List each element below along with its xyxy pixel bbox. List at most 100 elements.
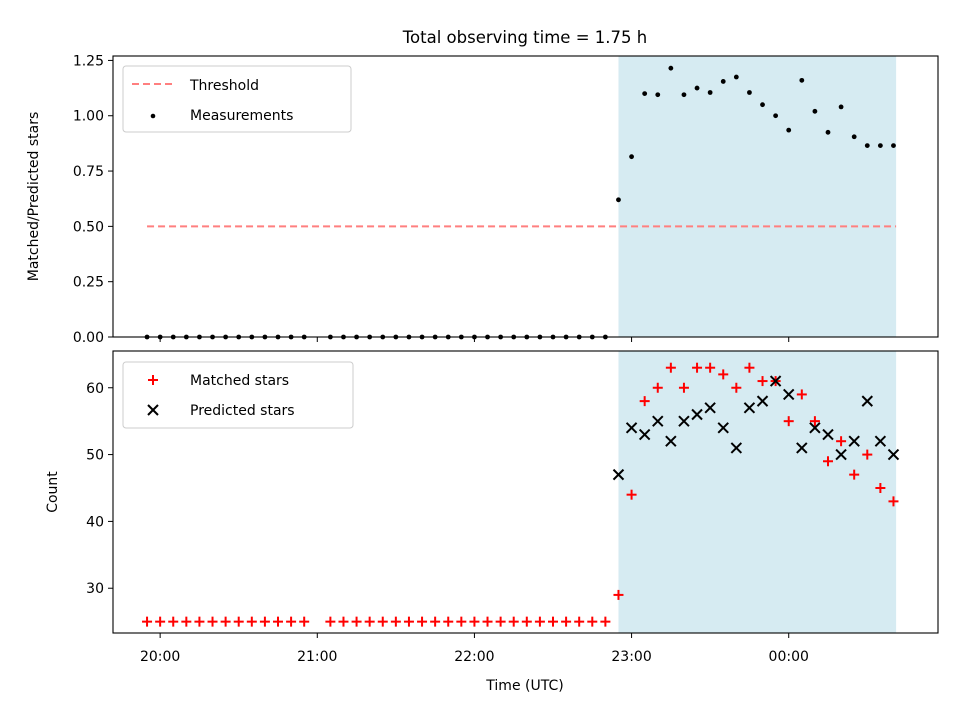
bottom-y-tick-label: 60 (86, 381, 104, 397)
top-y-tick-label: 0.75 (73, 164, 104, 180)
predicted-star-point (625, 422, 638, 434)
legend-matched-label: Matched stars (190, 373, 289, 389)
legend-measurements-swatch (150, 113, 156, 119)
bottom-y-tick-label: 40 (86, 514, 104, 530)
top-shaded-region (618, 56, 897, 337)
matched-star-point (862, 449, 873, 460)
bottom-plot-frame (112, 350, 939, 634)
matched-star-point (403, 616, 414, 627)
measurement-point (720, 79, 726, 84)
top-y-tick-label: 1.25 (73, 53, 104, 69)
matched-star-point (220, 616, 231, 627)
matched-star-point (678, 382, 689, 393)
bottom-y-axis-label: Count (45, 471, 61, 513)
matched-star-point (207, 616, 218, 627)
matched-star-point (823, 456, 833, 467)
matched-stars-series (142, 362, 899, 627)
matched-star-point (325, 616, 336, 627)
predicted-star-point (612, 468, 625, 481)
measurement-point (786, 127, 792, 133)
predicted-star-point (783, 388, 795, 401)
top-x-ticks (159, 337, 790, 342)
matched-star-point (534, 616, 545, 627)
matched-star-point (692, 362, 703, 373)
predicted-star-point (756, 395, 769, 407)
predicted-star-point (769, 375, 782, 387)
measurement-point (694, 85, 700, 91)
x-axis-label: Time (UTC) (485, 678, 563, 694)
matched-star-point (495, 616, 506, 627)
predicted-star-point (809, 422, 821, 434)
legend-x-glyph (147, 404, 159, 416)
matched-star-point (194, 616, 205, 627)
measurement-point (733, 74, 739, 80)
measurement-point (877, 143, 883, 149)
matched-star-point (142, 616, 153, 627)
measurement-point (851, 134, 857, 140)
predicted-star-point (874, 435, 887, 447)
matched-star-point (705, 362, 716, 373)
top-y-ticks: 0.00 0.25 0.50 0.75 1.00 1.25 (73, 53, 113, 346)
matched-star-point (286, 616, 297, 627)
matched-star-point (888, 496, 899, 507)
matched-star-point (155, 616, 166, 627)
measurement-point (629, 154, 634, 160)
legend-measurements-label: Measurements (190, 108, 293, 124)
measurement-point (838, 104, 844, 110)
top-y-tick-label: 0.00 (73, 330, 104, 346)
matched-star-point (626, 489, 637, 500)
matched-star-point (836, 436, 847, 447)
bottom-x-tick-label: 22:00 (454, 649, 494, 665)
predicted-star-point (848, 435, 860, 447)
bottom-panel: 30 40 50 60 20:00 21:00 22:00 23:00 00:00 Count… (45, 350, 939, 694)
predicted-star-point (861, 395, 873, 407)
matched-star-point (246, 616, 257, 627)
legend-predicted-label: Predicted stars (190, 403, 295, 419)
matched-star-point (338, 616, 349, 627)
top-y-tick-label: 0.25 (73, 275, 104, 291)
measurement-point (773, 113, 779, 119)
matched-star-point (783, 416, 794, 427)
matched-star-point (430, 616, 441, 627)
measurement-point (799, 77, 805, 83)
matched-star-point (521, 616, 532, 627)
top-y-axis-label: Matched/Predicted stars (26, 112, 42, 282)
measurement-point (747, 90, 752, 95)
bottom-x-tick-label: 21:00 (297, 649, 337, 665)
matched-star-point (417, 616, 428, 627)
predicted-star-point (730, 442, 743, 454)
legend-plus-glyph (148, 375, 158, 385)
bottom-y-tick-label: 30 (86, 581, 104, 597)
measurement-point (864, 143, 870, 149)
measurement-point (707, 90, 713, 95)
matched-star-point (639, 396, 650, 407)
top-legend-box (122, 65, 352, 133)
matched-star-point (299, 616, 310, 627)
measurement-point (891, 143, 896, 149)
measurement-point (655, 92, 661, 98)
top-y-tick-label: 1.00 (73, 109, 104, 125)
top-panel: Total observing time = 1.75 h 0.000.250.… (26, 28, 939, 346)
matched-star-point (665, 362, 676, 373)
measurement-point (812, 108, 818, 114)
matched-star-point (849, 469, 860, 480)
matched-star-point (351, 616, 362, 627)
predicted-star-point (678, 415, 690, 427)
bottom-y-tick-label: 50 (86, 448, 104, 464)
matched-star-point (587, 616, 598, 627)
matched-star-point (574, 616, 585, 627)
predicted-star-point (717, 422, 729, 434)
bottom-y-ticks: 30 40 50 60 (86, 381, 113, 597)
predicted-star-point (887, 448, 900, 461)
matched-star-point (364, 616, 375, 627)
matched-star-point (259, 616, 270, 627)
predicted-star-point (665, 435, 677, 447)
matched-star-point (809, 416, 820, 427)
predicted-star-point (638, 428, 651, 441)
matched-star-point (390, 616, 401, 627)
measurement-point (825, 129, 831, 135)
bottom-x-tick-label: 00:00 (769, 649, 809, 665)
matched-star-point (757, 376, 768, 387)
matched-star-point (600, 616, 611, 627)
matched-star-point (731, 382, 742, 393)
